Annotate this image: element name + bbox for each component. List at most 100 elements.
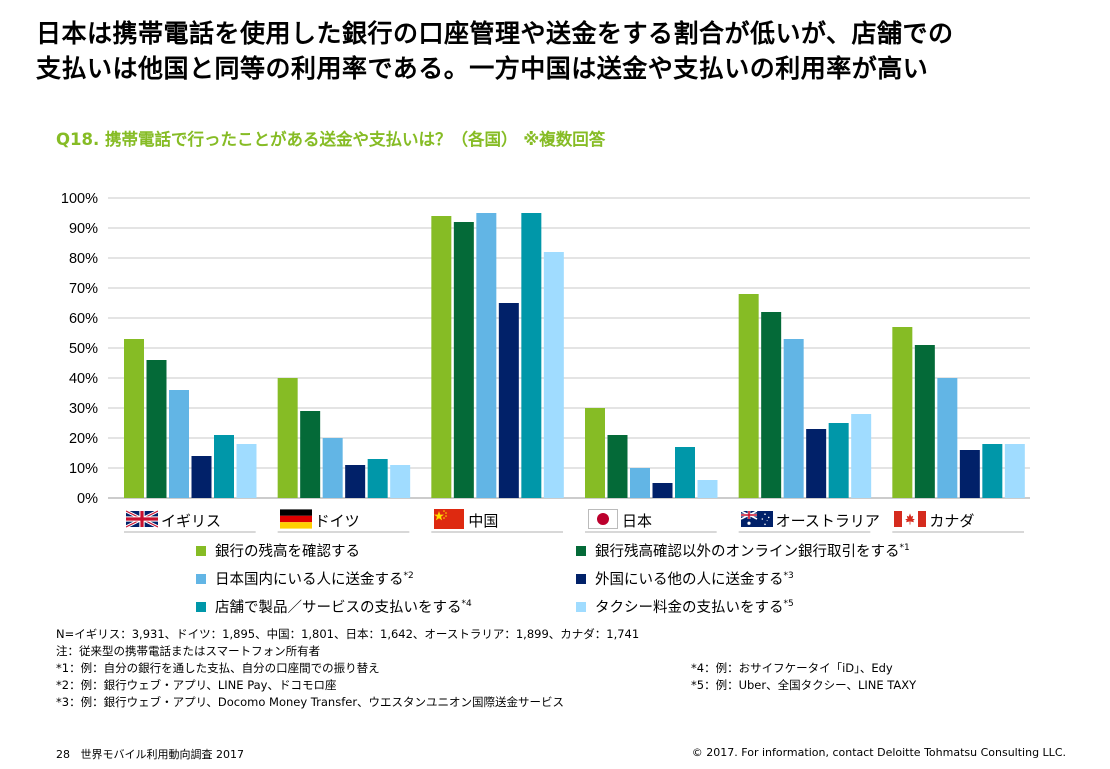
legend-swatch bbox=[576, 574, 586, 584]
bar bbox=[431, 216, 452, 498]
bar bbox=[191, 456, 212, 498]
report-name: 世界モバイル利用動向調査 2017 bbox=[80, 748, 245, 761]
bar-chart: 0% 10% 20% 30% 40% 50% 60% 70% 80% 90% 100% bbox=[61, 191, 1030, 533]
legend-swatch bbox=[196, 602, 206, 612]
gridlines bbox=[108, 197, 1030, 499]
legend-label: 店舗で製品／サービスの支払いをする bbox=[215, 600, 462, 616]
bar bbox=[806, 429, 827, 498]
title-line-2: 支払いは他国と同等の利用率である。一方中国は送金や支払いの利用率が高い bbox=[36, 54, 929, 83]
y-tick-label: 100% bbox=[61, 191, 98, 207]
japan-flag-icon bbox=[587, 509, 619, 529]
bar bbox=[453, 222, 474, 498]
bar bbox=[892, 327, 913, 498]
bar bbox=[914, 345, 935, 498]
y-tick-label: 10% bbox=[69, 461, 98, 477]
legend-item: タクシー料金の支払いをする*5 bbox=[576, 596, 794, 617]
bar bbox=[761, 312, 782, 498]
y-tick-label: 20% bbox=[69, 431, 98, 447]
legend-label: タクシー料金の支払いをする bbox=[595, 600, 784, 616]
bar bbox=[521, 213, 542, 498]
china-flag-icon bbox=[433, 509, 465, 529]
bar bbox=[214, 435, 234, 498]
y-tick-label: 60% bbox=[69, 311, 98, 327]
bar bbox=[390, 465, 411, 498]
legend-label: 日本国内にいる人に送金する bbox=[215, 572, 404, 588]
bar bbox=[146, 360, 167, 498]
note-1: *1：例：自分の銀行を通した支払、自分の口座間での振り替え bbox=[56, 661, 380, 675]
uk-flag-icon bbox=[126, 509, 158, 529]
page-title: 日本は携帯電話を使用した銀行の口座管理や送金をする割合が低いが、店舗での 支払い… bbox=[36, 16, 1086, 86]
note-respondents: 注：従来型の携帯電話またはスマートフォン所有者 bbox=[56, 644, 321, 658]
y-tick-label: 30% bbox=[69, 401, 98, 417]
legend-label: 銀行の残高を確認する bbox=[215, 544, 360, 560]
note-sample-size: N=イギリス：3,931、ドイツ：1,895、中国：1,801、日本：1,642… bbox=[56, 627, 640, 641]
y-tick-label: 40% bbox=[69, 371, 98, 387]
bar bbox=[828, 423, 849, 498]
bar bbox=[851, 414, 872, 498]
bar bbox=[277, 378, 298, 498]
bar bbox=[300, 411, 321, 498]
canada-flag-icon bbox=[894, 509, 927, 529]
bar bbox=[982, 444, 1003, 498]
page-number: 28 bbox=[56, 748, 70, 761]
bar bbox=[236, 444, 257, 498]
note-4: *4：例：おサイフケータイ「iD」、Edy bbox=[691, 661, 893, 675]
y-tick-label: 80% bbox=[69, 251, 98, 267]
bar bbox=[498, 303, 519, 498]
bar bbox=[367, 459, 388, 498]
note-3: *3：例：銀行ウェブ・アプリ、Docomo Money Transfer、ウエス… bbox=[56, 695, 565, 709]
legend-note-marker: *5 bbox=[783, 599, 794, 610]
bar bbox=[1004, 444, 1025, 498]
question-heading: Q18. 携帯電話で行ったことがある送金や支払いは？（各国） ※複数回答 bbox=[56, 130, 606, 149]
category-label: オーストラリア bbox=[775, 512, 880, 530]
germany-flag-icon bbox=[279, 509, 312, 529]
bar bbox=[345, 465, 366, 498]
legend-note-marker: *3 bbox=[783, 571, 794, 582]
bar bbox=[630, 468, 650, 498]
legend-item: 銀行の残高を確認する bbox=[196, 540, 360, 561]
notes: N=イギリス：3,931、ドイツ：1,895、中国：1,801、日本：1,642… bbox=[56, 626, 639, 711]
legend-swatch bbox=[576, 546, 586, 556]
title-line-1: 日本は携帯電話を使用した銀行の口座管理や送金をする割合が低いが、店舗での bbox=[36, 19, 954, 48]
bar bbox=[937, 378, 958, 498]
bar bbox=[607, 435, 628, 498]
bar bbox=[675, 447, 695, 498]
bar bbox=[169, 390, 189, 498]
legend-item: 日本国内にいる人に送金する*2 bbox=[196, 568, 414, 589]
legend-note-marker: *2 bbox=[403, 571, 414, 582]
australia-flag-icon bbox=[740, 509, 773, 529]
legend-label: 外国にいる他の人に送金する bbox=[595, 572, 784, 588]
category-label: 中国 bbox=[468, 512, 499, 530]
note-5: *5：例：Uber、全国タクシー、LINE TAXY bbox=[691, 678, 917, 692]
legend-swatch bbox=[576, 602, 586, 612]
bar bbox=[738, 294, 759, 498]
legend-swatch bbox=[196, 574, 206, 584]
footer-left: 28 世界モバイル利用動向調査 2017 bbox=[56, 746, 244, 762]
legend-label: 銀行残高確認以外のオンライン銀行取引をする bbox=[595, 544, 900, 560]
legend-item: 店舗で製品／サービスの支払いをする*4 bbox=[196, 596, 472, 617]
y-tick-label: 70% bbox=[69, 281, 98, 297]
legend-item: 銀行残高確認以外のオンライン銀行取引をする*1 bbox=[576, 540, 910, 561]
y-tick-label: 50% bbox=[69, 341, 98, 357]
bar bbox=[124, 339, 144, 498]
bar bbox=[783, 339, 804, 498]
y-tick-label: 90% bbox=[69, 221, 98, 237]
bar bbox=[543, 252, 564, 498]
y-axis-ticks: 0% 10% 20% 30% 40% 50% 60% 70% 80% 90% 100% bbox=[61, 191, 98, 507]
legend-note-marker: *1 bbox=[899, 543, 910, 554]
legend-note-marker: *4 bbox=[461, 599, 472, 610]
bar bbox=[652, 483, 673, 498]
bar bbox=[476, 213, 497, 498]
legend-swatch bbox=[196, 546, 206, 556]
bar bbox=[697, 480, 718, 498]
bar bbox=[585, 408, 605, 498]
note-2: *2：例：銀行ウェブ・アプリ、LINE Pay、ドコモロ座 bbox=[56, 678, 337, 692]
bar bbox=[322, 438, 343, 498]
bars bbox=[124, 213, 1025, 498]
category-label: ドイツ bbox=[314, 512, 360, 530]
copyright: © 2017. For information, contact Deloitt… bbox=[691, 746, 1066, 759]
bar bbox=[959, 450, 980, 498]
category-label: カナダ bbox=[929, 512, 975, 530]
category-label: イギリス bbox=[161, 512, 222, 530]
y-tick-label: 0% bbox=[77, 491, 98, 507]
